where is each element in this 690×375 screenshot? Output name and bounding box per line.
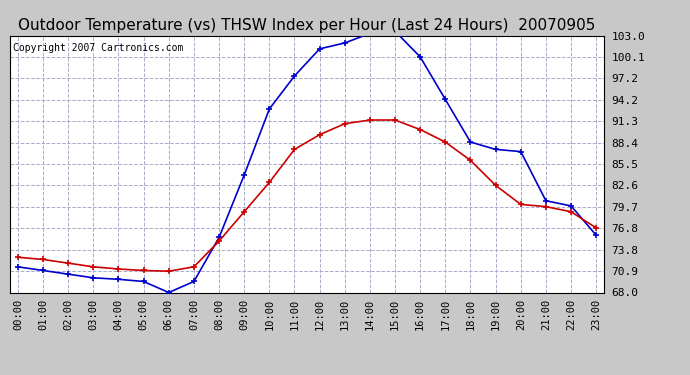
Title: Outdoor Temperature (vs) THSW Index per Hour (Last 24 Hours)  20070905: Outdoor Temperature (vs) THSW Index per … [19, 18, 595, 33]
Text: Copyright 2007 Cartronics.com: Copyright 2007 Cartronics.com [13, 44, 184, 53]
